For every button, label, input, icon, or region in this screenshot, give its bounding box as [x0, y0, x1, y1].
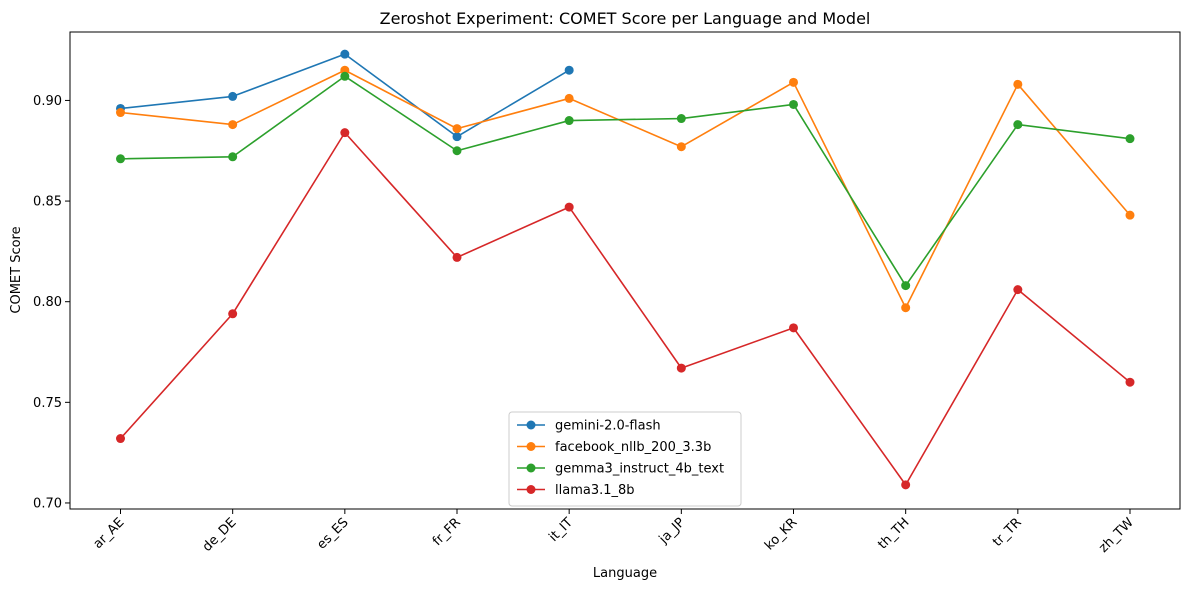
legend-item: facebook_nllb_200_3.3b [517, 440, 711, 455]
legend-item: llama3.1_8b [517, 483, 635, 498]
y-tick-label: 0.85 [33, 195, 62, 210]
legend-label: gemma3_instruct_4b_text [555, 462, 724, 477]
series-llama3.1_8b [116, 128, 1135, 490]
y-axis-title: COMET Score [9, 226, 24, 313]
data-point [340, 128, 350, 138]
legend-marker [526, 442, 536, 451]
data-point [228, 152, 238, 162]
legend-item: gemma3_instruct_4b_text [517, 462, 724, 477]
data-point [676, 114, 686, 124]
data-point [564, 202, 574, 212]
series-gemini-2.0-flash [116, 49, 574, 142]
data-point [901, 281, 911, 291]
data-point [1125, 377, 1135, 387]
x-tick-label: ja_JP [656, 515, 688, 547]
legend: gemini-2.0-flash facebook_nllb_200_3.3bge… [508, 411, 742, 507]
data-point [116, 434, 125, 444]
data-point [1013, 120, 1023, 130]
data-point [1125, 210, 1135, 220]
data-point [452, 252, 462, 262]
legend-marker [526, 420, 536, 430]
data-point [789, 323, 798, 333]
x-tick-label: it_IT [546, 515, 576, 545]
y-tick-label: 0.80 [33, 295, 62, 310]
data-point [564, 116, 574, 126]
legend-label: llama3.1_8b [555, 483, 635, 498]
data-point [564, 65, 574, 75]
x-tick-label: es_ES [314, 515, 351, 552]
series-line [120, 69, 1131, 309]
chart-title: Zeroshot Experiment: COMET Score per Lan… [380, 9, 871, 28]
data-point [901, 303, 911, 313]
series-gemma3_instruct_4b_text [116, 71, 1135, 291]
x-tick-label: zh_TW [1096, 515, 1137, 556]
y-tick-label: 0.75 [33, 396, 62, 411]
data-point [1125, 134, 1135, 144]
legend-label: facebook_nllb_200_3.3b [555, 440, 711, 455]
data-point [340, 71, 350, 81]
data-point [116, 154, 125, 164]
series-facebook_nllb_200_3.3b [116, 65, 1135, 313]
x-tick-label: th_TH [875, 515, 912, 552]
legend-marker [526, 463, 536, 473]
x-tick-label: de_DE [200, 515, 240, 555]
data-point [789, 99, 798, 109]
data-point [452, 146, 462, 156]
data-point [901, 480, 911, 490]
data-point [452, 132, 462, 142]
series-line [119, 131, 1131, 486]
data-point [676, 363, 686, 373]
legend-label: gemini-2.0-flash [555, 419, 661, 434]
x-tick-label: fr_FR [430, 515, 464, 549]
x-tick-label: ko_KR [762, 515, 800, 553]
x-axis-title: Language [593, 566, 657, 581]
data-point [1013, 79, 1023, 89]
x-tick-label: tr_TR [990, 515, 1025, 550]
x-tick-label: ar_AE [91, 515, 128, 552]
plot-frame [69, 31, 1181, 510]
data-point [228, 120, 238, 130]
data-point [116, 108, 125, 118]
series-line [120, 75, 1131, 287]
data-point [564, 93, 574, 103]
data-point [676, 142, 686, 152]
y-tick-label: 0.90 [33, 94, 62, 109]
y-tick-label: 0.70 [33, 496, 62, 511]
data-point [340, 49, 350, 59]
legend-item: gemini-2.0-flash [517, 419, 661, 434]
data-point [1013, 285, 1023, 295]
data-point [452, 124, 462, 134]
data-point [228, 309, 238, 319]
data-point [228, 91, 238, 101]
data-point [789, 77, 798, 87]
legend-box [508, 411, 742, 507]
legend-marker [526, 485, 536, 494]
